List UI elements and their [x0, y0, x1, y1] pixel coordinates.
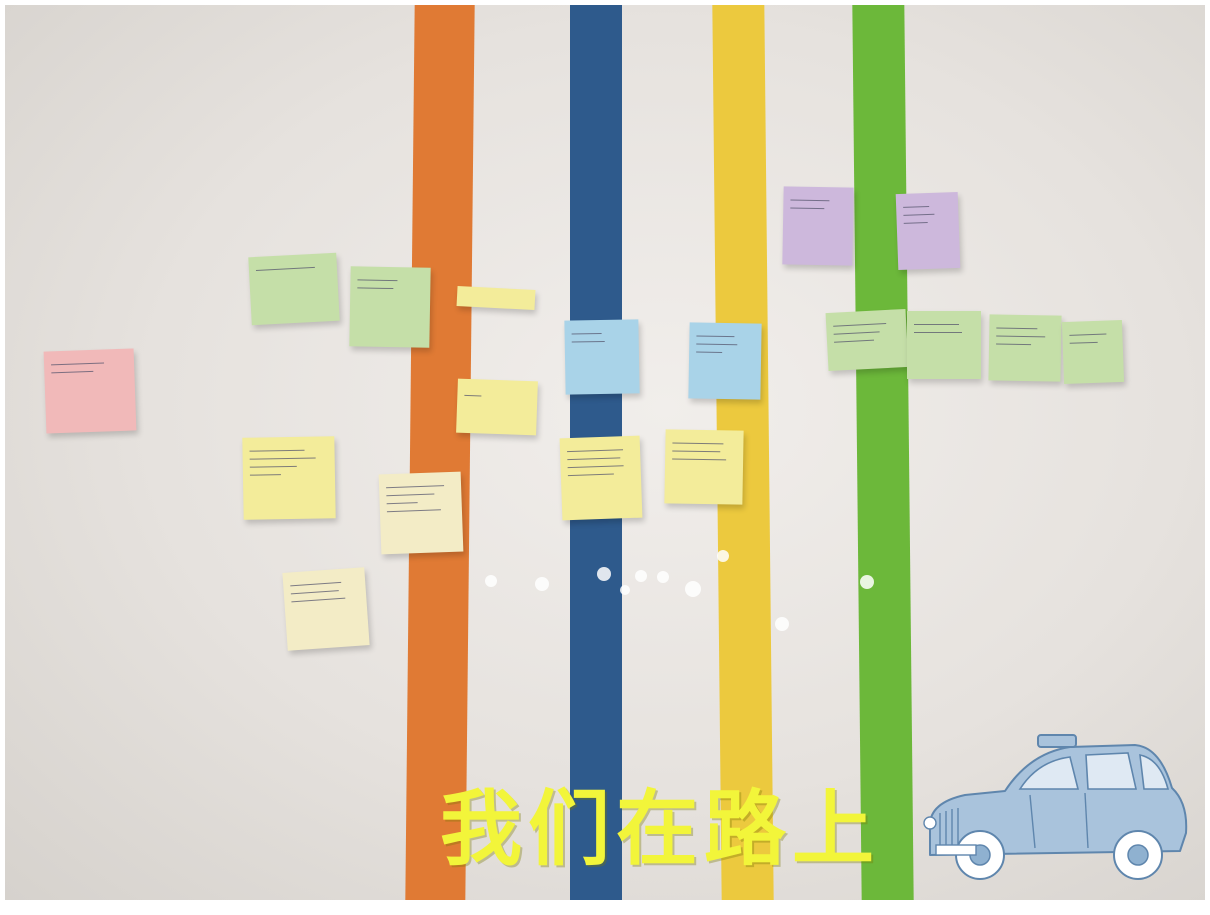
photo-scene: 我们在路上 — [5, 5, 1205, 900]
orange-stripe — [405, 5, 475, 900]
sticky-note-cream-1 — [378, 471, 464, 555]
sticky-note-blue-2 — [688, 322, 762, 400]
sticky-note-green-right-1 — [825, 308, 909, 372]
bokeh-light — [685, 581, 701, 597]
bokeh-light — [775, 617, 789, 631]
sticky-note-yellow-small — [456, 378, 538, 436]
sticky-note-purple-1 — [782, 186, 854, 266]
bokeh-light — [485, 575, 497, 587]
bokeh-light — [635, 570, 647, 582]
taxi-sketch-icon — [923, 734, 1188, 880]
bokeh-light — [597, 567, 611, 581]
sticky-note-green-1 — [248, 252, 340, 326]
bokeh-light — [535, 577, 549, 591]
sticky-note-green-right-2 — [907, 311, 981, 379]
bokeh-light — [620, 585, 630, 595]
sticky-note-yellow-center-1 — [559, 435, 643, 521]
sticky-note-green-2 — [349, 266, 431, 348]
sticky-note-yellow-left — [242, 436, 336, 520]
sticky-note-yellow-center-2 — [664, 429, 744, 505]
sticky-note-blue-1 — [564, 319, 640, 395]
sticky-note-yellow-curled — [456, 285, 536, 311]
caption-text: 我们在路上 — [440, 782, 881, 877]
bokeh-light — [717, 550, 729, 562]
bokeh-light — [860, 575, 874, 589]
sticky-note-green-right-4 — [1061, 319, 1125, 385]
bokeh-light — [657, 571, 669, 583]
sticky-note-purple-2 — [895, 191, 961, 271]
sticky-note-pink — [43, 348, 137, 434]
green-stripe — [852, 5, 914, 900]
sticky-note-cream-2 — [282, 567, 370, 651]
sticky-note-green-right-3 — [988, 314, 1062, 382]
